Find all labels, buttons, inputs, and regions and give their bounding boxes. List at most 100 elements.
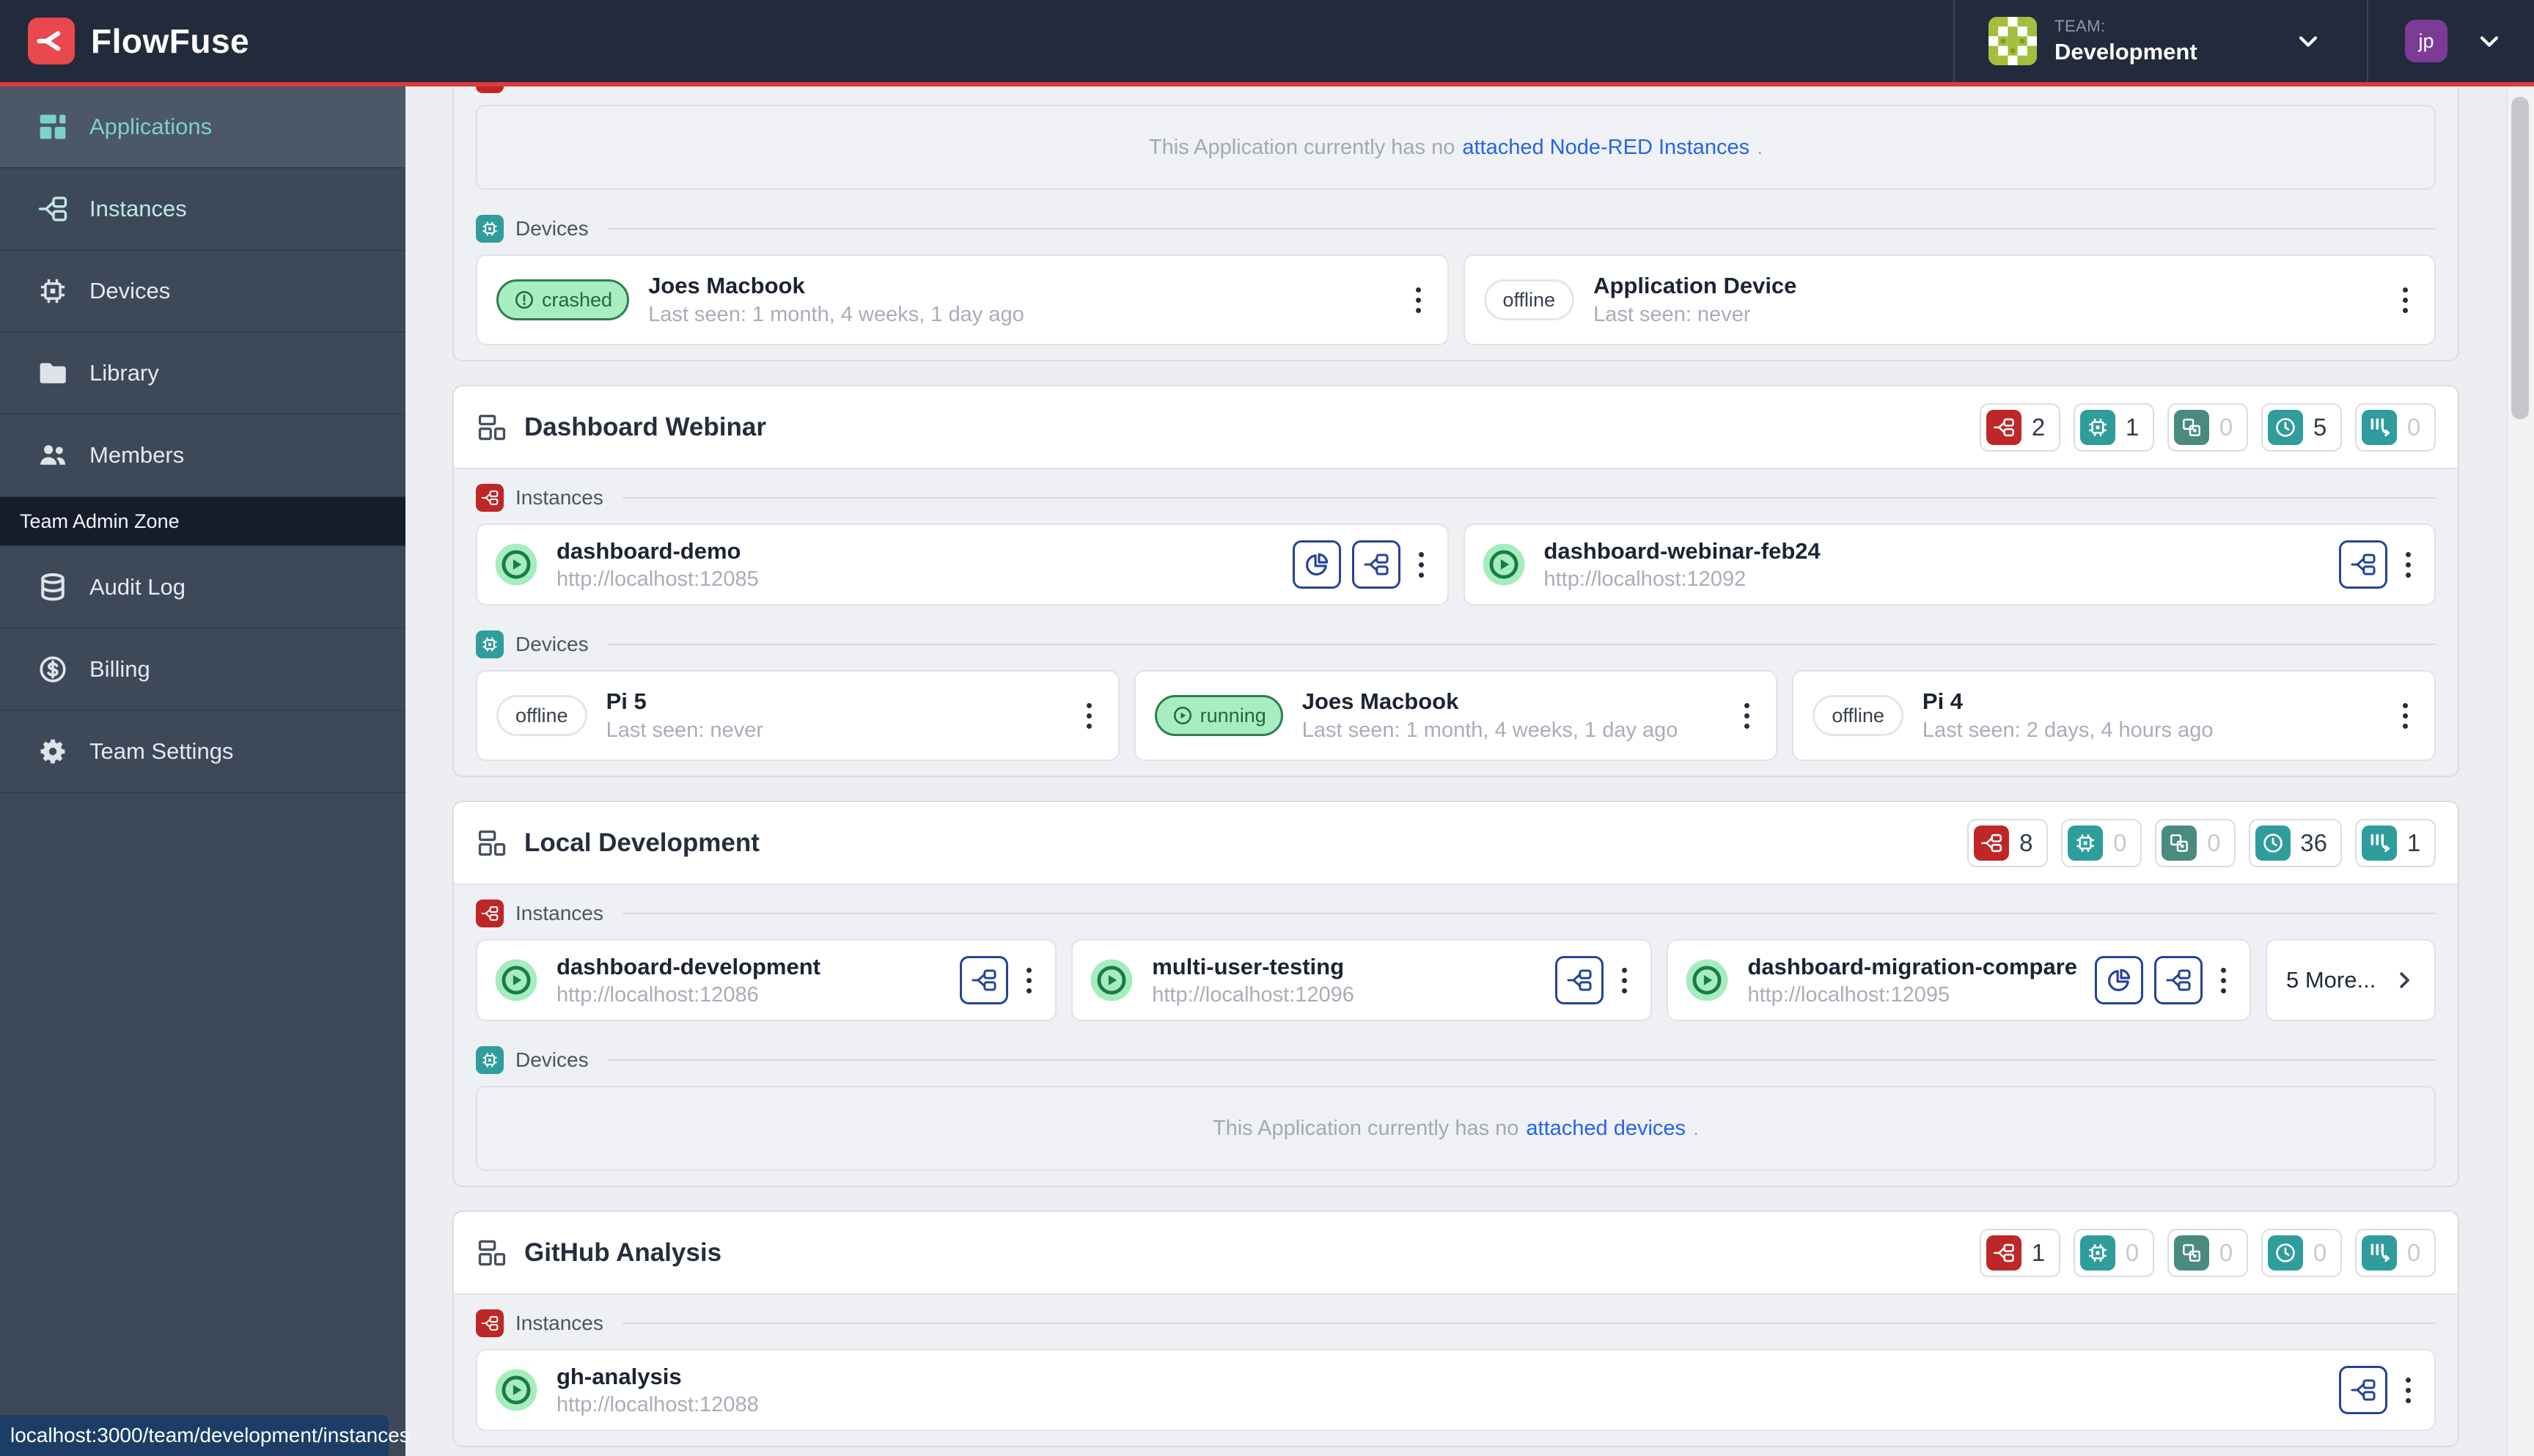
instance-menu-button[interactable] <box>1019 962 1039 999</box>
device-card[interactable]: offline Pi 4 Last seen: 2 days, 4 hours ag… <box>1792 670 2436 761</box>
chip-icon <box>476 630 504 658</box>
device-card[interactable]: offline Application Device Last seen: neve… <box>1463 254 2436 345</box>
empty-state-link[interactable]: attached Node-RED Instances <box>1462 135 1750 159</box>
sidebar-item-audit-log[interactable]: Audit Log <box>0 547 405 629</box>
sidebar-item-label: Applications <box>89 114 213 139</box>
instance-running-icon <box>493 1367 539 1413</box>
instances-section: Instances gh-analysis http://localhost:120… <box>476 1309 2436 1431</box>
devices-section-header: Devices <box>476 1046 2436 1074</box>
instance-card[interactable]: dashboard-migration-compare http://localh… <box>1667 939 2251 1021</box>
application-icon <box>476 827 508 859</box>
empty-state-message: This Application currently has no attache… <box>476 105 2436 190</box>
instance-card[interactable]: multi-user-testing http://localhost:12096 <box>1071 939 1653 1021</box>
node-flow-icon <box>1986 409 2021 445</box>
scrollbar[interactable] <box>2506 87 2534 1456</box>
section-divider <box>622 913 2436 914</box>
instances-section-header: Instances <box>476 87 2436 93</box>
device-last-seen: Last seen: 1 month, 4 weeks, 1 day ago <box>648 303 1024 326</box>
open-editor-button[interactable] <box>2339 540 2387 589</box>
sidebar-item-label: Members <box>89 442 185 468</box>
stat-badge-devices: 1 <box>2074 402 2154 452</box>
stat-badge-snapshots: 5 <box>2261 402 2342 452</box>
sidebar-item-library[interactable]: Library <box>0 333 405 415</box>
clock-icon <box>2255 825 2291 861</box>
chevron-right-icon <box>2393 969 2415 991</box>
open-editor-button[interactable] <box>1555 956 1604 1004</box>
instance-card[interactable]: dashboard-webinar-feb24 http://localhost:… <box>1463 523 2436 606</box>
instance-menu-button[interactable] <box>2398 1372 2418 1409</box>
device-name: Pi 5 <box>606 688 647 714</box>
node-red-icon <box>476 1309 504 1337</box>
device-card[interactable]: running Joes Macbook Last seen: 1 month, 4… <box>1134 670 1778 761</box>
instance-name: multi-user-testing <box>1152 953 1345 979</box>
node-flow-icon <box>1986 1235 2021 1271</box>
sidebar-item-members[interactable]: Members <box>0 415 405 497</box>
application-title: Local Development <box>524 828 760 857</box>
empty-state-link[interactable]: attached devices <box>1526 1116 1686 1140</box>
open-editor-button[interactable] <box>2339 1366 2387 1414</box>
chip-group-icon <box>2162 825 2197 861</box>
sidebar-item-team-settings[interactable]: Team Settings <box>0 711 405 793</box>
sidebar-item-devices[interactable]: Devices <box>0 251 405 333</box>
open-editor-button[interactable] <box>1351 540 1400 589</box>
sidebar-item-billing[interactable]: Billing <box>0 629 405 711</box>
instance-card[interactable]: dashboard-development http://localhost:12… <box>476 939 1057 1021</box>
devices-section-header: Devices <box>476 630 2436 658</box>
stat-badge-devices: 0 <box>2061 818 2142 867</box>
more-instances-card[interactable]: 5 More... <box>2266 939 2436 1021</box>
play-icon <box>1172 705 1194 727</box>
sidebar-item-label: Team Settings <box>89 738 234 764</box>
device-menu-button[interactable] <box>1737 697 1757 735</box>
stat-count: 2 <box>2031 413 2046 441</box>
section-label: Devices <box>515 633 589 655</box>
scrollbar-thumb[interactable] <box>2511 97 2529 419</box>
open-editor-button[interactable] <box>960 956 1009 1004</box>
application-title: GitHub Analysis <box>524 1238 722 1267</box>
device-menu-button[interactable] <box>2395 697 2415 735</box>
sidebar-item-instances[interactable]: Instances <box>0 169 405 251</box>
stat-badge-device-groups: 0 <box>2167 402 2248 452</box>
application-header[interactable]: GitHub Analysis 1 0 0 0 0 <box>454 1212 2458 1293</box>
stat-count: 1 <box>2125 413 2140 441</box>
clock-icon <box>2268 409 2303 445</box>
device-menu-button[interactable] <box>1079 697 1099 735</box>
application-header[interactable]: Dashboard Webinar 2 1 0 5 0 <box>454 386 2458 468</box>
instance-menu-button[interactable] <box>1615 962 1634 999</box>
sidebar-item-applications[interactable]: Applications <box>0 87 405 169</box>
chip-group-icon <box>2174 1235 2209 1271</box>
device-menu-button[interactable] <box>2395 282 2415 319</box>
device-menu-button[interactable] <box>1409 282 1428 319</box>
dollar-icon <box>37 653 69 685</box>
instances-section: Instances dashboard-development http://loc… <box>476 900 2436 1021</box>
flowfuse-logo[interactable]: FlowFuse <box>0 18 249 65</box>
stat-count: 36 <box>2300 828 2327 856</box>
device-last-seen: Last seen: never <box>606 718 763 742</box>
device-card[interactable]: crashed Joes Macbook Last seen: 1 month, 4… <box>476 254 1449 345</box>
chevron-down-icon <box>2477 29 2502 54</box>
instance-card[interactable]: dashboard-demo http://localhost:12085 <box>476 523 1449 606</box>
section-divider <box>622 1323 2436 1324</box>
team-avatar <box>1988 17 2037 65</box>
user-menu[interactable]: jp <box>2367 0 2534 82</box>
instance-menu-button[interactable] <box>1411 546 1431 584</box>
sidebar-item-label: Billing <box>89 656 150 682</box>
open-dashboard-button[interactable] <box>2095 956 2143 1004</box>
device-card[interactable]: offline Pi 5 Last seen: never <box>476 670 1120 761</box>
open-editor-button[interactable] <box>2154 956 2203 1004</box>
projects-icon <box>37 111 69 143</box>
instance-menu-button[interactable] <box>2398 546 2418 584</box>
team-selector[interactable]: TEAM: Development <box>1953 0 2367 82</box>
application-header[interactable]: Local Development 8 0 0 36 1 <box>454 802 2458 883</box>
pie-chart-icon <box>1303 551 1331 578</box>
open-dashboard-button[interactable] <box>1292 540 1341 589</box>
instance-menu-button[interactable] <box>2214 962 2233 999</box>
application-title: Dashboard Webinar <box>524 412 766 441</box>
empty-state-suffix: . <box>1693 1116 1700 1140</box>
gear-icon <box>37 735 69 768</box>
application-card: Dashboard Webinar 2 1 0 5 0 Instances dashboard… <box>452 385 2459 777</box>
node-red-flow-icon <box>1565 966 1593 994</box>
instance-card[interactable]: gh-analysis http://localhost:12088 <box>476 1349 2436 1431</box>
devices-section: Devices offline Pi 5 Last seen: never runnin… <box>476 630 2436 761</box>
application-card: GitHub Analysis 1 0 0 0 0 Instances gh-analysis… <box>452 1210 2459 1447</box>
instance-running-icon <box>493 542 539 587</box>
